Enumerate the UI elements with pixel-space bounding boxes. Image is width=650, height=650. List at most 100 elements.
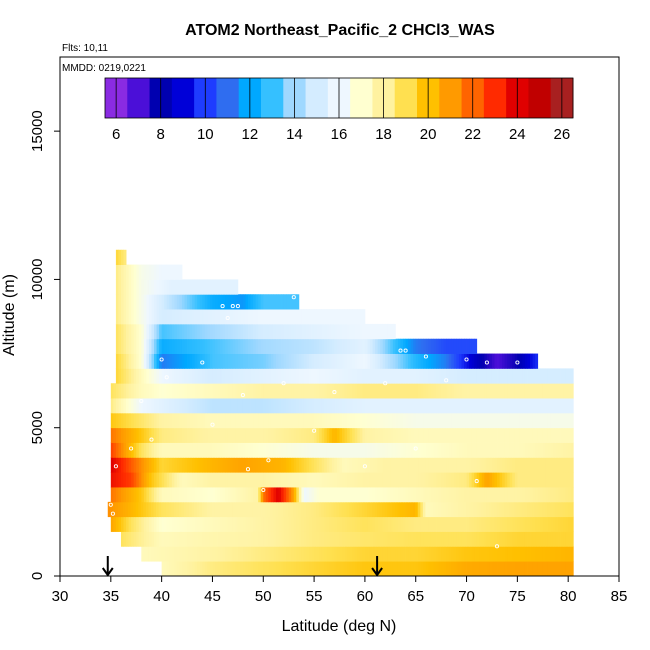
heatmap-cell-band-15 [253, 338, 257, 354]
heatmap-cell-band-15 [377, 338, 381, 354]
heatmap-cell-band-2 [537, 531, 541, 547]
heatmap-cell-band-8 [540, 442, 544, 458]
heatmap-cell-band-10 [278, 412, 282, 429]
heatmap-cell-band-17 [286, 309, 290, 325]
heatmap-cell-band-13 [502, 368, 506, 384]
heatmap-cell-band-13 [423, 368, 427, 384]
heatmap-cell-band-10 [507, 412, 511, 429]
heatmap-cell-band-3 [240, 516, 244, 532]
heatmap-cell-band-9 [278, 427, 282, 443]
heatmap-cell-band-1 [202, 546, 206, 562]
heatmap-cell-band-14 [316, 353, 320, 369]
heatmap-cell-band-13 [372, 368, 376, 384]
heatmap-cell-band-17 [212, 309, 216, 325]
heatmap-cell-band-14 [446, 353, 450, 369]
heatmap-cell-band-6 [347, 472, 351, 488]
heatmap-cell-band-0 [558, 561, 561, 577]
colorbar-swatch [171, 78, 195, 118]
flights-label: Flts: 10,11 [62, 43, 108, 54]
heatmap-cell-band-10 [524, 412, 528, 429]
heatmap-cell-band-1 [354, 546, 358, 562]
heatmap-cell-band-13 [250, 368, 254, 384]
heatmap-cell-band-6 [232, 472, 236, 488]
heatmap-cell-band-1 [263, 546, 267, 562]
heatmap-cell-band-16 [192, 323, 196, 340]
heatmap-cell-band-9 [319, 427, 323, 443]
heatmap-cell-band-17 [303, 309, 307, 325]
heatmap-cell-band-13 [570, 368, 574, 384]
heatmap-cell-band-10 [217, 412, 221, 429]
heatmap-cell-band-4 [529, 501, 533, 518]
heatmap-cell-band-13 [479, 368, 483, 384]
heatmap-cell-band-8 [456, 442, 460, 458]
heatmap-cell-band-15 [245, 338, 249, 354]
heatmap-cell-band-12 [143, 383, 147, 399]
heatmap-cell-band-11 [352, 398, 356, 414]
heatmap-cell-band-2 [159, 531, 163, 547]
heatmap-cell-band-4 [244, 501, 248, 518]
heatmap-cell-band-1 [143, 546, 147, 562]
heatmap-cell-band-5 [288, 487, 292, 503]
heatmap-cell-band-10 [237, 412, 241, 429]
heatmap-cell-band-12 [253, 383, 257, 399]
heatmap-cell-band-18 [235, 294, 239, 310]
heatmap-cell-band-9 [347, 427, 351, 443]
heatmap-cell-band-7 [273, 457, 277, 473]
heatmap-cell-band-12 [347, 383, 351, 399]
heatmap-cell-band-14 [253, 353, 257, 369]
heatmap-cell-band-6 [148, 472, 152, 488]
heatmap-cell-band-11 [311, 398, 315, 414]
heatmap-cell-band-13 [263, 368, 267, 384]
heatmap-cell-band-4 [206, 501, 210, 518]
heatmap-cell-band-20 [166, 264, 170, 280]
heatmap-cell-band-13 [306, 368, 310, 384]
heatmap-cell-band-17 [357, 309, 361, 325]
heatmap-cell-band-12 [255, 383, 259, 399]
heatmap-cell-band-20 [161, 264, 165, 280]
heatmap-cell-band-9 [235, 427, 239, 443]
heatmap-cell-band-3 [530, 516, 534, 532]
heatmap-cell-band-10 [321, 412, 325, 429]
heatmap-cell-band-15 [174, 338, 178, 354]
heatmap-cell-band-17 [306, 309, 310, 325]
heatmap-cell-band-6 [268, 472, 272, 488]
heatmap-cell-band-3 [509, 516, 513, 532]
heatmap-cell-band-4 [341, 501, 345, 518]
heatmap-cell-band-4 [323, 501, 327, 518]
heatmap-cell-band-18 [164, 294, 168, 310]
heatmap-cell-band-5 [209, 487, 213, 503]
heatmap-cell-band-19 [202, 279, 206, 295]
heatmap-cell-band-4 [511, 501, 515, 518]
heatmap-cell-band-3 [392, 516, 396, 532]
heatmap-cell-band-11 [387, 398, 391, 414]
heatmap-cell-band-9 [375, 427, 379, 443]
heatmap-cell-band-19 [120, 279, 124, 295]
heatmap-cell-band-3 [222, 516, 226, 532]
heatmap-cell-band-15 [387, 338, 391, 354]
heatmap-cell-band-14 [433, 353, 437, 369]
heatmap-cell-band-6 [522, 472, 526, 488]
heatmap-cell-band-14 [133, 353, 137, 369]
heatmap-cell-band-6 [532, 472, 536, 488]
heatmap-cell-band-2 [446, 531, 450, 547]
heatmap-cell-band-8 [156, 442, 160, 458]
heatmap-cell-band-0 [316, 561, 320, 577]
heatmap-cell-band-6 [253, 472, 257, 488]
heatmap-cell-band-10 [410, 412, 414, 429]
heatmap-cell-band-1 [334, 546, 338, 562]
heatmap-cell-band-13 [565, 368, 569, 384]
y-axis-label: Altitude (m) [1, 274, 18, 356]
heatmap-cell-band-1 [558, 546, 561, 562]
heatmap-cell-band-3 [232, 516, 236, 532]
heatmap-cell-band-10 [286, 412, 290, 429]
sample-point [235, 304, 240, 309]
heatmap-cell-band-20 [179, 264, 183, 280]
heatmap-cell-band-6 [174, 472, 178, 488]
heatmap-cell-band-1 [484, 546, 488, 562]
heatmap-cell-band-7 [217, 457, 221, 473]
heatmap-cell-band-3 [179, 516, 183, 532]
heatmap-cell-band-11 [298, 398, 302, 414]
heatmap-cell-band-12 [212, 383, 216, 399]
heatmap-cell-band-5 [336, 487, 340, 503]
